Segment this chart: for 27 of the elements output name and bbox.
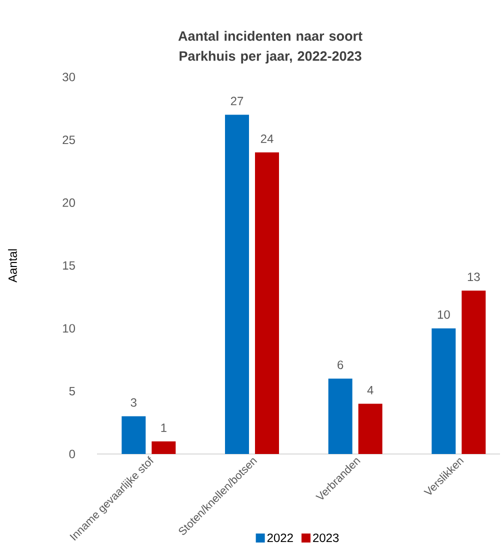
- legend-label: 2022: [267, 534, 293, 542]
- bar: [122, 416, 146, 454]
- chart-title: Aantal incidenten naar soort Parkhuis per jaar, 2022-2023: [178, 30, 362, 64]
- y-tick-label: 20: [62, 198, 76, 207]
- y-tick-label: 10: [63, 324, 76, 333]
- data-label: 24: [260, 134, 274, 143]
- y-tick-label: 0: [69, 450, 76, 458]
- data-label: 3: [130, 398, 136, 407]
- y-tick-label: 5: [69, 386, 75, 396]
- bar: [358, 404, 382, 454]
- data-label: 27: [230, 96, 244, 106]
- y-axis-title: Aantal: [8, 249, 17, 282]
- bar: [255, 152, 279, 454]
- bar: [225, 114, 249, 454]
- legend-label: 2023: [313, 534, 339, 542]
- data-label: 6: [338, 360, 344, 370]
- y-tick-label: 15: [63, 261, 75, 270]
- data-label: 4: [367, 386, 374, 394]
- data-label: 1: [161, 424, 166, 432]
- bar: [432, 328, 456, 454]
- bar: [152, 441, 176, 454]
- data-label: 10: [438, 310, 450, 319]
- y-tick-label: 25: [62, 136, 75, 144]
- bar: [462, 290, 486, 454]
- bar: [328, 378, 352, 454]
- data-label: 13: [468, 272, 480, 282]
- y-tick-label: 30: [62, 72, 76, 82]
